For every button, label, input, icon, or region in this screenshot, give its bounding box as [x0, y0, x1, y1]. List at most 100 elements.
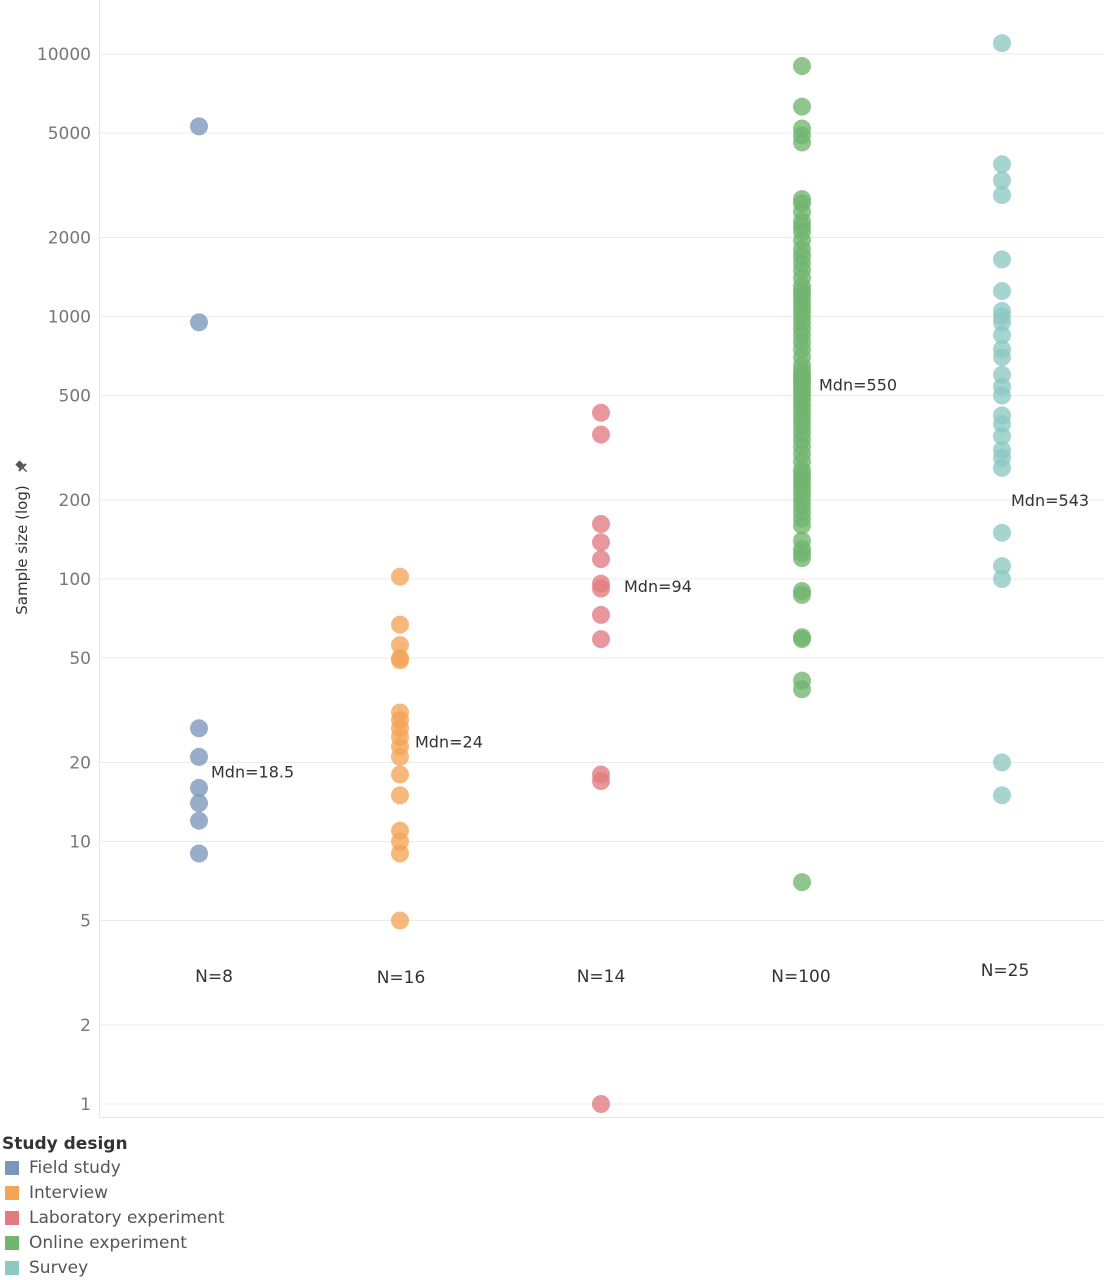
data-point[interactable]	[793, 133, 811, 152]
data-point[interactable]	[391, 765, 409, 784]
data-point[interactable]	[190, 844, 208, 863]
legend-label: Field study	[29, 1157, 121, 1178]
data-point[interactable]	[793, 585, 811, 604]
y-tick-label: 50	[69, 649, 91, 669]
median-label: Mdn=94	[624, 577, 692, 596]
series-survey	[993, 34, 1011, 805]
data-point[interactable]	[993, 458, 1011, 477]
data-point[interactable]	[391, 747, 409, 766]
data-point[interactable]	[592, 425, 610, 444]
data-point[interactable]	[592, 579, 610, 598]
data-point[interactable]	[993, 523, 1011, 542]
n-count-label: N=16	[377, 968, 426, 988]
median-label: Mdn=24	[415, 733, 483, 752]
data-point[interactable]	[391, 636, 409, 655]
legend-swatch	[5, 1160, 19, 1175]
data-point[interactable]	[592, 605, 610, 624]
y-tick-label: 20	[69, 753, 91, 773]
legend-item-online-experiment[interactable]: Online experiment	[2, 1230, 225, 1255]
n-count-label: N=100	[771, 967, 830, 987]
legend-label: Interview	[29, 1182, 109, 1203]
y-tick-label: 100	[59, 570, 91, 590]
data-point[interactable]	[190, 747, 208, 766]
data-point[interactable]	[190, 811, 208, 830]
data-points	[190, 34, 1011, 1113]
legend-item-interview[interactable]: Interview	[2, 1180, 225, 1205]
legend-label: Laboratory experiment	[29, 1207, 225, 1228]
annotations: N=8 Mdn=18.5 N=16 Mdn=24 N=14 Mdn=94 N=100 Mdn=…	[195, 376, 1089, 988]
median-label: Mdn=550	[819, 376, 897, 395]
y-tick-label: 10	[69, 833, 91, 853]
data-point[interactable]	[993, 186, 1011, 205]
series-interview	[391, 567, 409, 930]
legend-item-field-study[interactable]: Field study	[2, 1155, 225, 1180]
data-point[interactable]	[993, 313, 1011, 332]
y-tick-label: 2	[80, 1016, 91, 1036]
median-label: Mdn=543	[1011, 491, 1089, 510]
legend-item-survey[interactable]: Survey	[2, 1255, 225, 1280]
data-point[interactable]	[993, 427, 1011, 446]
data-point[interactable]	[793, 680, 811, 699]
legend-title: Study design	[2, 1134, 128, 1154]
data-point[interactable]	[391, 651, 409, 670]
data-point[interactable]	[391, 911, 409, 930]
data-point[interactable]	[993, 414, 1011, 433]
data-point[interactable]	[793, 549, 811, 568]
data-point[interactable]	[793, 97, 811, 116]
data-point[interactable]	[190, 117, 208, 136]
series-online-experiment	[793, 57, 811, 892]
data-point[interactable]	[592, 403, 610, 422]
n-count-label: N=25	[981, 961, 1030, 981]
data-point[interactable]	[793, 873, 811, 892]
y-tick-label: 5000	[48, 124, 91, 144]
data-point[interactable]	[592, 1095, 610, 1113]
data-point[interactable]	[190, 778, 208, 797]
data-point[interactable]	[391, 844, 409, 863]
data-point[interactable]	[592, 772, 610, 791]
legend-swatch	[5, 1235, 19, 1250]
n-count-label: N=14	[577, 967, 626, 987]
data-point[interactable]	[993, 386, 1011, 405]
data-point[interactable]	[993, 171, 1011, 190]
y-tick-label: 10000	[37, 45, 91, 65]
data-point[interactable]	[793, 516, 811, 535]
scatter-chart: 1 2 5 10 20 50 100 200 500 1000 2000 5000 10000 Samp…	[13, 0, 1104, 1118]
legend-label: Survey	[29, 1257, 89, 1278]
data-point[interactable]	[993, 326, 1011, 345]
y-axis-ticks: 1 2 5 10 20 50 100 200 500 1000 2000 5000 10000	[37, 45, 91, 1115]
data-point[interactable]	[391, 615, 409, 634]
data-point[interactable]	[391, 567, 409, 586]
median-label: Mdn=18.5	[211, 762, 294, 781]
series-field-study	[190, 117, 208, 863]
data-point[interactable]	[793, 630, 811, 649]
y-tick-label: 5	[80, 912, 91, 932]
data-point[interactable]	[190, 719, 208, 738]
data-point[interactable]	[993, 34, 1011, 53]
gridlines	[99, 53, 1104, 1105]
data-point[interactable]	[391, 786, 409, 805]
y-axis-title-group: Sample size (log)	[13, 460, 31, 615]
data-point[interactable]	[190, 794, 208, 813]
data-point[interactable]	[993, 786, 1011, 805]
data-point[interactable]	[993, 348, 1011, 367]
y-tick-label: 1000	[48, 308, 91, 328]
data-point[interactable]	[592, 533, 610, 552]
data-point[interactable]	[993, 557, 1011, 576]
legend-swatch	[5, 1185, 19, 1200]
legend-label: Online experiment	[29, 1232, 187, 1253]
legend-item-laboratory-experiment[interactable]: Laboratory experiment	[2, 1205, 225, 1230]
y-axis-title: Sample size (log)	[13, 485, 31, 614]
data-point[interactable]	[592, 550, 610, 569]
data-point[interactable]	[592, 630, 610, 649]
data-point[interactable]	[190, 313, 208, 332]
series-laboratory-experiment	[592, 403, 610, 1113]
data-point[interactable]	[793, 57, 811, 76]
data-point[interactable]	[993, 250, 1011, 269]
legend-swatch	[5, 1260, 19, 1275]
data-point[interactable]	[993, 753, 1011, 772]
data-point[interactable]	[993, 570, 1011, 588]
data-point[interactable]	[993, 282, 1011, 301]
data-point[interactable]	[993, 155, 1011, 174]
y-tick-label: 500	[59, 387, 91, 407]
data-point[interactable]	[592, 515, 610, 534]
